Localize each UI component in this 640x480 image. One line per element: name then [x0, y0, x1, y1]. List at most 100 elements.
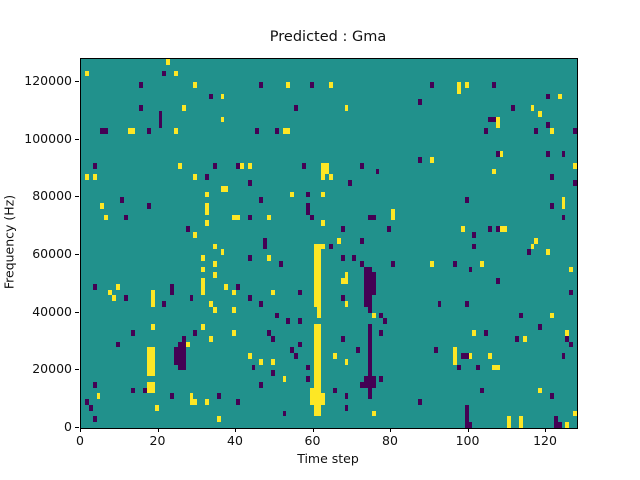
- heatmap-cell-low: [305, 203, 310, 209]
- heatmap-cell-low: [561, 214, 566, 221]
- heatmap-cell-high: [317, 387, 322, 394]
- heatmap-cell-low: [363, 381, 368, 388]
- heatmap-cell-high: [150, 289, 155, 296]
- heatmap-cell-low: [251, 364, 256, 371]
- heatmap-cell-high: [317, 260, 322, 267]
- heatmap-cell-high: [321, 162, 326, 169]
- heatmap-cell-low: [371, 214, 376, 221]
- y-tick-mark: [75, 138, 79, 140]
- heatmap-cell-high: [453, 353, 457, 359]
- heatmap-cell-high: [325, 162, 329, 169]
- heatmap-cell-high: [460, 226, 465, 232]
- heatmap-cell-high: [201, 324, 205, 330]
- heatmap-cell-low: [170, 393, 174, 400]
- heatmap-cell-high: [189, 393, 194, 400]
- heatmap-cell-low: [367, 364, 372, 371]
- heatmap-cell-high: [495, 364, 500, 371]
- heatmap-cell-low: [274, 128, 279, 134]
- y-tick-label: 0: [64, 419, 72, 434]
- heatmap-cell-high: [317, 358, 322, 365]
- x-axis-label: Time step: [297, 451, 359, 466]
- heatmap-cell-high: [321, 174, 326, 181]
- heatmap-cell-low: [367, 381, 372, 388]
- heatmap-cell-high: [146, 381, 151, 388]
- y-tick-label: 100000: [24, 130, 72, 146]
- heatmap-cell-low: [278, 260, 283, 267]
- heatmap-cell-low: [418, 399, 422, 405]
- heatmap-cell-high: [336, 237, 341, 244]
- heatmap-cell-high: [317, 249, 322, 256]
- heatmap-cell-low: [429, 82, 434, 88]
- heatmap-cell-high: [239, 162, 244, 169]
- heatmap-cell-high: [313, 370, 318, 377]
- heatmap-cell-high: [309, 387, 314, 394]
- heatmap-cell-high: [472, 329, 477, 336]
- heatmap-cell-high: [499, 226, 504, 232]
- y-tick-label: 60000: [32, 246, 72, 262]
- heatmap-cell-low: [332, 387, 337, 394]
- heatmap-cell-low: [123, 214, 128, 221]
- heatmap-cell-high: [344, 105, 349, 111]
- heatmap-cell-low: [437, 301, 442, 307]
- y-tick-mark: [75, 254, 79, 256]
- heatmap-cell-high: [100, 203, 105, 209]
- heatmap-cell-high: [453, 347, 457, 354]
- heatmap-cell-high: [321, 168, 326, 175]
- heatmap-cell-low: [367, 324, 372, 330]
- heatmap-cell-low: [247, 295, 252, 302]
- heatmap-cell-high: [208, 335, 213, 342]
- heatmap-cell-low: [309, 214, 314, 221]
- heatmap-cell-low: [375, 168, 380, 175]
- heatmap-cell-low: [480, 387, 484, 394]
- heatmap-cell-high: [429, 157, 434, 163]
- heatmap-cell-low: [92, 416, 97, 423]
- heatmap-cell-low: [143, 387, 147, 394]
- heatmap-cell-low: [495, 278, 500, 284]
- heatmap-cell-low: [387, 226, 391, 232]
- heatmap-cell-low: [557, 422, 562, 428]
- heatmap-cell-high: [317, 393, 322, 400]
- heatmap-cell-low: [484, 329, 488, 336]
- heatmap-cell-low: [286, 318, 291, 325]
- y-tick-mark: [75, 81, 79, 83]
- heatmap-cell-high: [317, 283, 322, 290]
- y-tick-mark: [75, 196, 79, 198]
- heatmap-cell-low: [371, 272, 376, 279]
- heatmap-cell-high: [313, 289, 318, 296]
- heatmap-cell-high: [104, 214, 109, 221]
- heatmap-cell-low: [177, 353, 182, 359]
- heatmap-cell-high: [146, 353, 151, 359]
- heatmap-cell-high: [317, 381, 322, 388]
- heatmap-cell-high: [557, 93, 562, 100]
- heatmap-cell-low: [484, 128, 488, 134]
- heatmap-cell-low: [472, 243, 477, 250]
- chart-title: Predicted : Gma: [269, 29, 387, 45]
- heatmap-cell-low: [453, 260, 457, 267]
- heatmap-cell-low: [212, 162, 217, 169]
- heatmap-cell-low: [259, 301, 264, 307]
- heatmap-cell-high: [313, 260, 318, 267]
- heatmap-cell-low: [363, 301, 368, 307]
- heatmap-cell-high: [232, 306, 236, 313]
- heatmap-cell-high: [453, 358, 457, 365]
- heatmap-cell-low: [352, 255, 357, 261]
- heatmap-cell-low: [367, 289, 372, 296]
- heatmap-cell-high: [205, 191, 209, 198]
- heatmap-cell-low: [379, 312, 384, 319]
- heatmap-cell-high: [84, 70, 89, 77]
- heatmap-cell-high: [317, 376, 322, 382]
- heatmap-cell-low: [476, 364, 481, 371]
- x-tick-mark: [80, 428, 81, 432]
- heatmap-cell-low: [464, 404, 469, 411]
- heatmap-cell-high: [569, 266, 574, 273]
- heatmap-cell-high: [313, 376, 318, 382]
- heatmap-cell-low: [456, 364, 461, 371]
- heatmap-cell-high: [317, 278, 322, 284]
- heatmap-cell-low: [546, 122, 550, 129]
- heatmap-cell-high: [108, 289, 112, 296]
- heatmap-cell-low: [305, 376, 310, 382]
- heatmap-cell-high: [321, 393, 326, 400]
- heatmap-cell-high: [499, 151, 504, 158]
- heatmap-cell-high: [507, 422, 512, 428]
- heatmap-cell-low: [170, 283, 174, 290]
